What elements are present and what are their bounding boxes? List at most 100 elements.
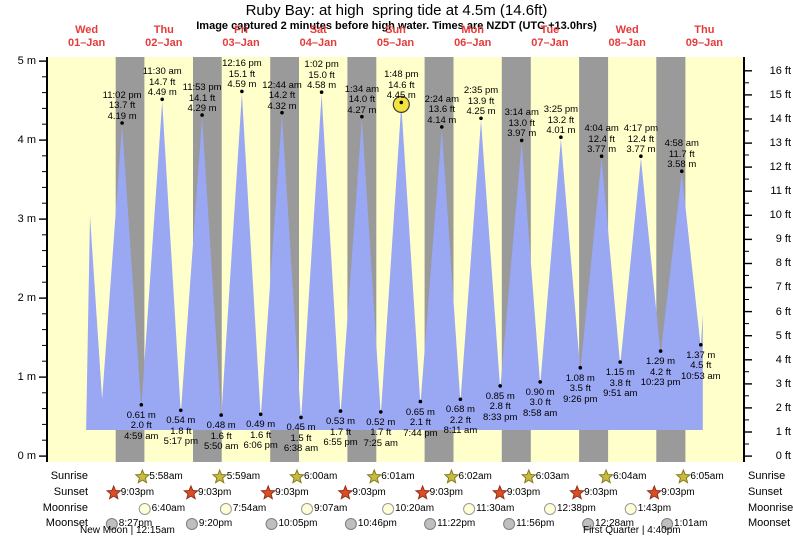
right-axis-tick xyxy=(745,359,752,361)
high-tide-label: 4:04 am 12.4 ft 3.77 m xyxy=(565,124,639,156)
sunrise-icon xyxy=(211,468,228,484)
day-date: 06–Jan xyxy=(454,37,492,49)
high-tide-label-line: 4.27 m xyxy=(347,104,377,116)
sunset-icon xyxy=(414,484,431,500)
right-axis-label: 12 ft xyxy=(769,161,791,174)
moonset-icon xyxy=(185,518,198,530)
left-axis-minor-tick xyxy=(42,186,46,188)
low-tide-label-line: 9:51 am xyxy=(603,388,638,400)
moonset-time: 9:20pm xyxy=(198,518,233,529)
moonrise-icon xyxy=(624,503,637,515)
moonrise-icon xyxy=(382,503,395,515)
sunrise-icon xyxy=(134,468,151,484)
day-label: Sun 05–Jan xyxy=(356,24,436,50)
high-tide-label-line: 3.97 m xyxy=(507,128,537,140)
sunset-icon xyxy=(260,484,277,500)
astro-row-label-left: Moonrise xyxy=(42,502,88,514)
left-axis-label: 3 m xyxy=(17,213,36,225)
sunset-icon xyxy=(105,484,122,500)
moonset-icon xyxy=(503,518,516,530)
left-axis-minor-tick xyxy=(42,234,46,236)
left-axis-minor-tick xyxy=(42,360,46,362)
moonset-time: 10:05pm xyxy=(278,518,318,529)
left-axis-tick xyxy=(39,139,46,141)
high-tide-label-line: 3.77 m xyxy=(587,144,617,156)
high-tide-label-line: 11:02 pm xyxy=(102,89,142,101)
high-tide-dot xyxy=(240,89,244,94)
low-tide-label: 0.48 m 1.6 ft 5:50 am xyxy=(184,421,258,453)
right-axis-label: 7 ft xyxy=(775,281,791,294)
low-tide-label-line: 2.1 ft xyxy=(409,417,431,429)
high-tide-dot xyxy=(479,116,483,121)
day-name: Thu xyxy=(694,24,715,36)
page-title: Ruby Bay: at high spring tide at 4.5m (1… xyxy=(245,2,548,19)
left-axis-minor-tick xyxy=(42,344,46,346)
moonset-icon xyxy=(582,518,595,530)
sunrise-icon xyxy=(366,468,383,484)
high-tide-label: 11:30 am 14.7 ft 4.49 m xyxy=(125,67,199,99)
sunset-time: 9:03pm xyxy=(275,487,309,498)
right-axis-minor-tick xyxy=(745,130,749,132)
left-axis-tick xyxy=(39,455,46,457)
right-axis-tick xyxy=(745,262,752,265)
sunset-icon xyxy=(491,484,508,500)
low-tide-label-line: 0.85 m xyxy=(485,390,515,402)
high-tide-dot xyxy=(519,138,524,143)
low-tide-label-line: 2.8 ft xyxy=(489,401,511,413)
left-axis-tick xyxy=(39,218,46,220)
right-axis-minor-tick xyxy=(745,82,749,84)
moonrise-icon xyxy=(463,503,476,515)
right-axis-label: 3 ft xyxy=(775,377,791,390)
sunset-time: 9:03pm xyxy=(506,487,541,498)
day-name: Sat xyxy=(309,24,327,36)
left-axis-label: 5 m xyxy=(17,55,36,67)
high-tide-label-line: 4.59 m xyxy=(227,79,257,91)
low-tide-label-line: 8:11 am xyxy=(443,425,478,437)
astro-row-label-left: Sunset xyxy=(53,486,88,498)
low-tide-label-line: 1.5 ft xyxy=(290,432,312,444)
left-axis-minor-tick xyxy=(42,281,46,283)
left-axis-tick xyxy=(39,60,46,62)
high-tide-label-line: 1:02 pm xyxy=(304,59,339,71)
high-tide-dot xyxy=(360,114,364,119)
low-tide-label: 0.49 m 1.6 ft 6:06 pm xyxy=(224,420,298,452)
sunrise-icon xyxy=(443,468,460,484)
day-date: 03–Jan xyxy=(222,37,260,49)
high-tide-label-line: 15.0 ft xyxy=(308,69,335,81)
sunset-time: 9:03pm xyxy=(661,487,695,498)
low-tide-dot xyxy=(498,384,503,388)
sunset-time: 9:03pm xyxy=(584,487,618,498)
high-tide-label-line: 13.2 ft xyxy=(547,114,575,126)
day-date: 04–Jan xyxy=(299,37,337,49)
low-tide-label-line: 6:06 pm xyxy=(243,440,278,452)
high-tide-label-line: 4.25 m xyxy=(466,106,496,118)
sunrise-icon xyxy=(598,468,614,484)
low-tide-dot xyxy=(179,408,183,413)
right-axis-tick xyxy=(745,118,752,120)
high-tide-label-line: 3.77 m xyxy=(626,144,656,156)
left-axis-minor-tick xyxy=(42,76,46,78)
left-axis-label: 0 m xyxy=(17,450,36,462)
left-axis-tick xyxy=(39,297,46,299)
left-axis-minor-tick xyxy=(42,265,46,267)
right-axis-label: 4 ft xyxy=(775,353,791,366)
high-tide-label-line: 3:25 pm xyxy=(543,104,579,116)
right-axis-label: 15 ft xyxy=(769,88,791,101)
right-axis-tick xyxy=(745,407,752,409)
high-tide-label-line: 4.19 m xyxy=(107,110,137,122)
low-tide-dot xyxy=(139,403,144,407)
moon-phase-note: New Moon | 12:15am xyxy=(80,525,175,536)
sunset-icon xyxy=(569,484,585,500)
high-tide-label: 11:53 pm 14.1 ft 4.29 m xyxy=(165,83,239,115)
high-tide-dot xyxy=(160,97,164,102)
moonrise-time: 9:07am xyxy=(314,503,348,514)
sunrise-time: 5:59am xyxy=(226,471,261,482)
right-axis-line xyxy=(743,57,745,462)
high-tide-dot xyxy=(599,154,604,158)
right-axis-minor-tick xyxy=(745,443,749,445)
low-tide-label: 0.54 m 1.8 ft 5:17 pm xyxy=(144,416,218,448)
low-tide-dot xyxy=(379,410,383,414)
right-axis-tick xyxy=(745,455,752,457)
low-tide-dot xyxy=(258,412,263,417)
